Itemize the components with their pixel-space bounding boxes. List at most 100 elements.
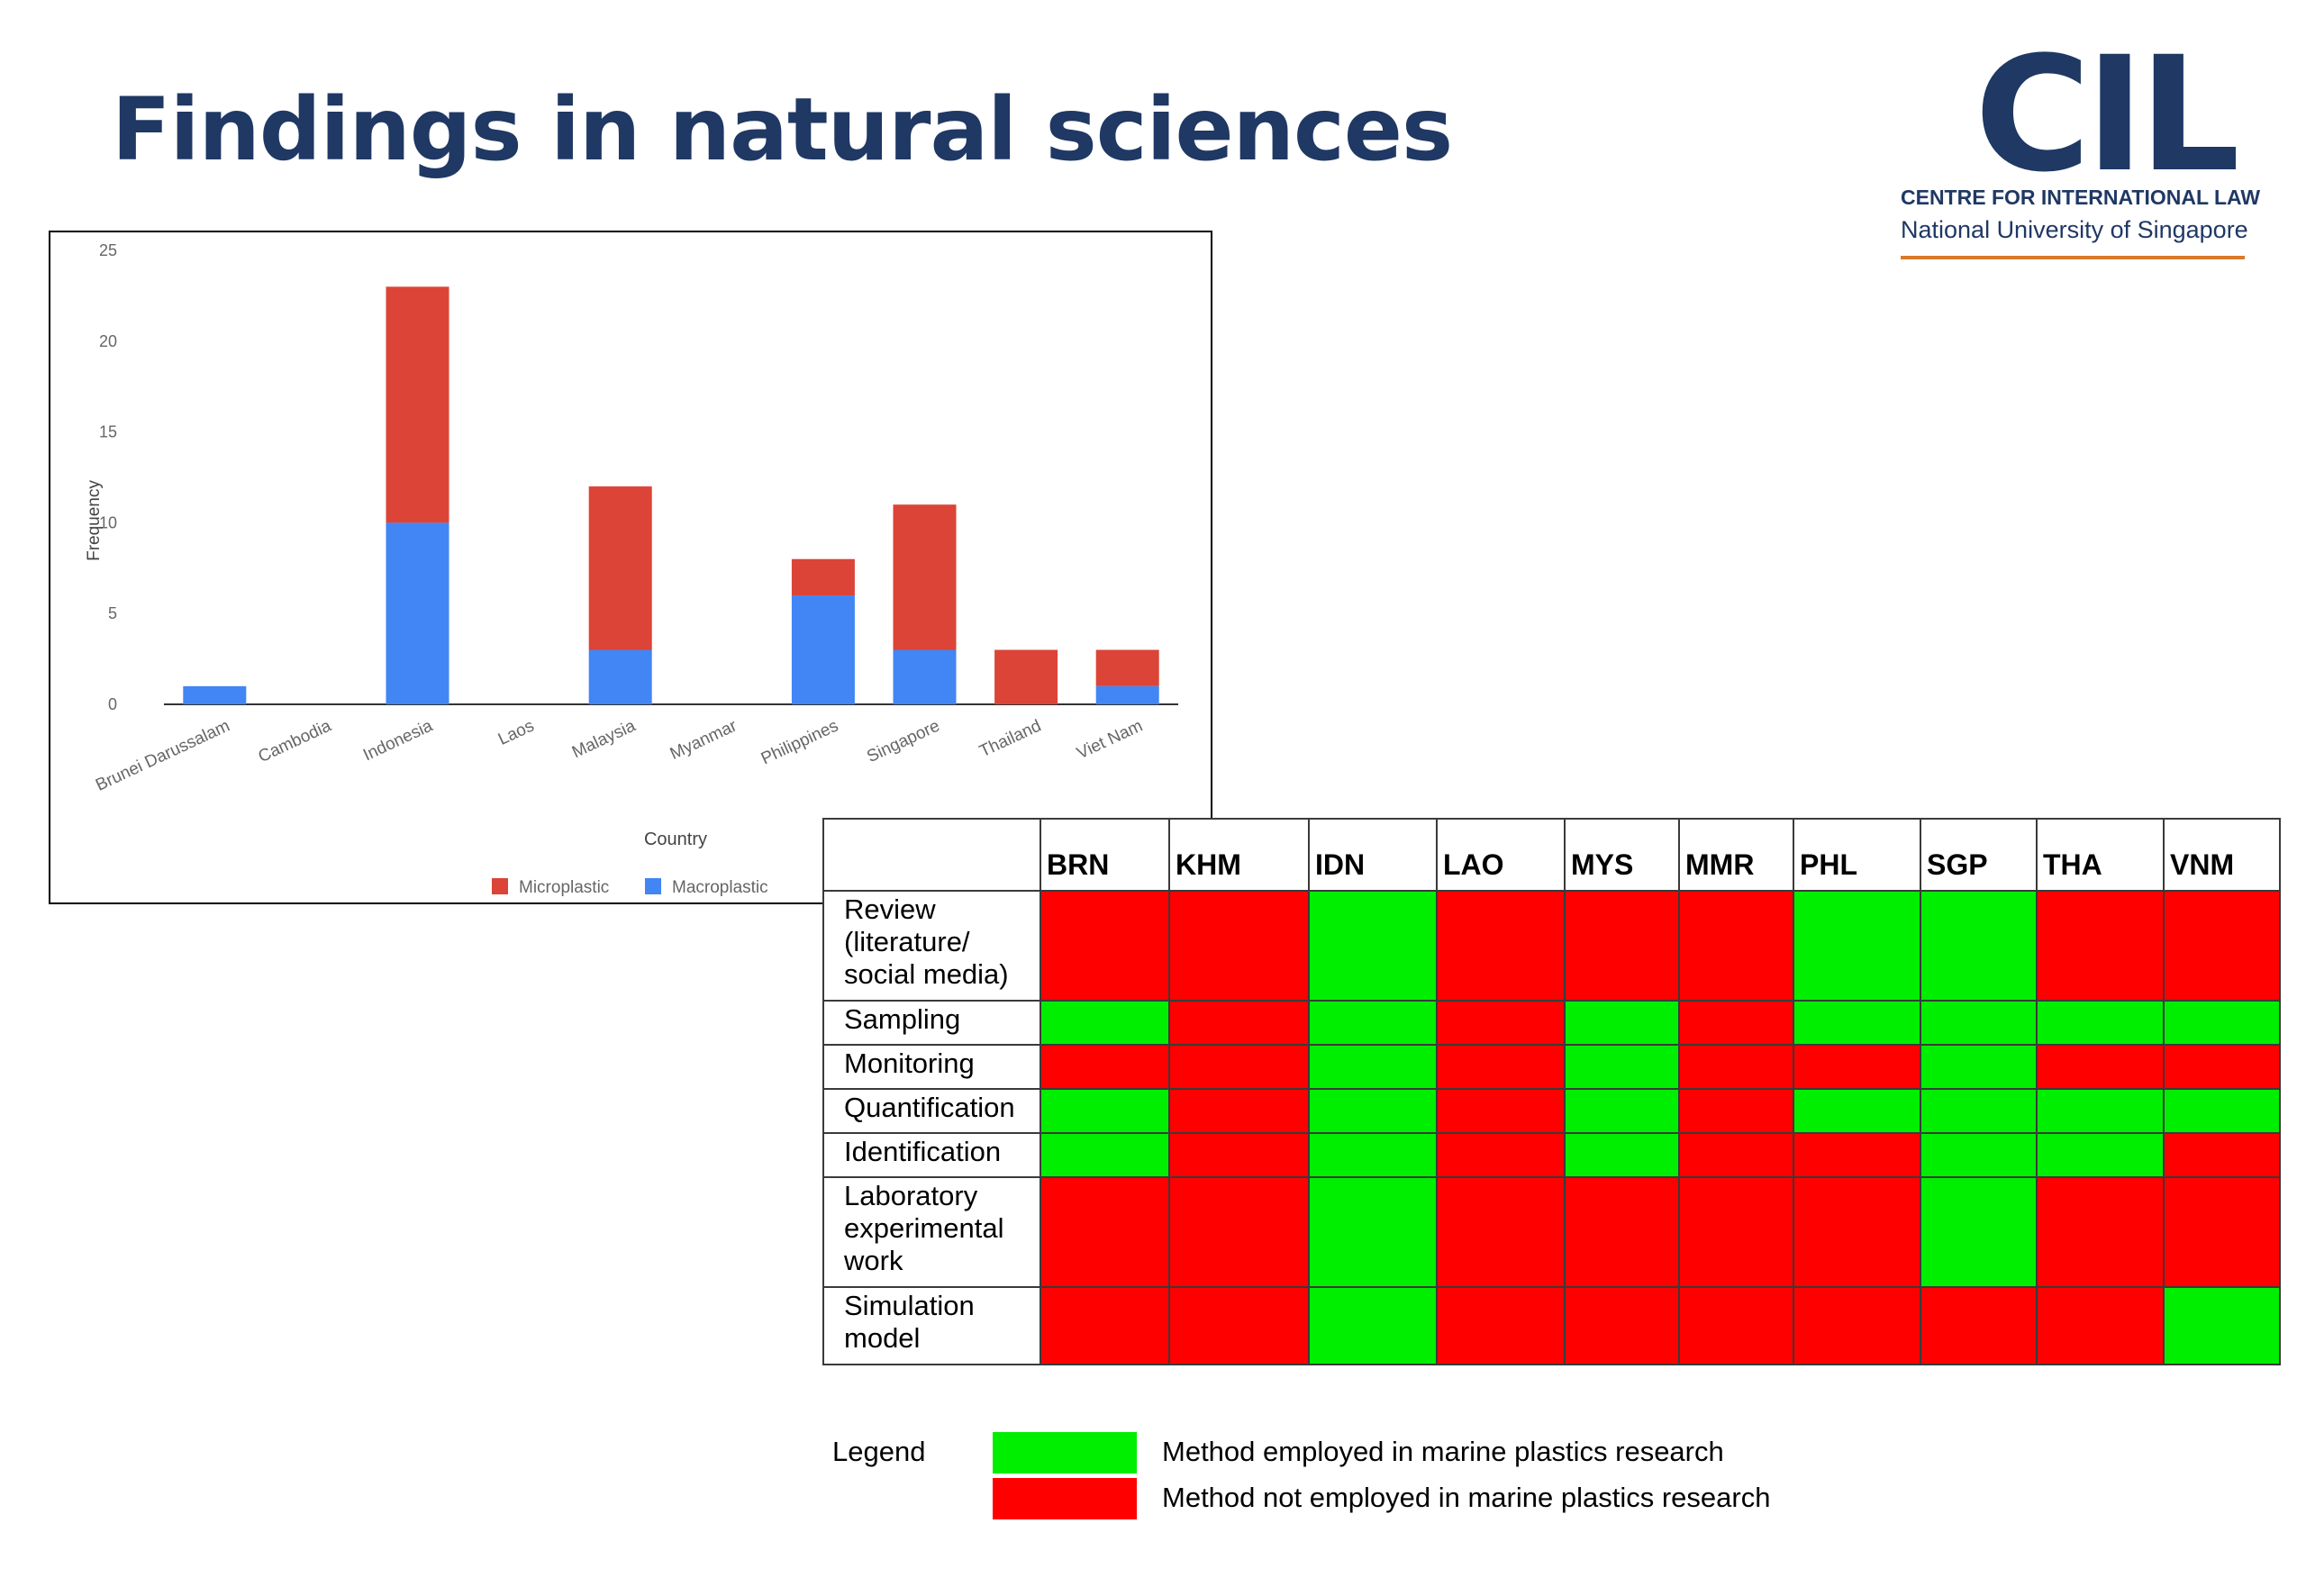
- x-tick-label: Singapore: [864, 716, 942, 766]
- legend-swatch: [993, 1432, 1137, 1474]
- x-tick-label: Cambodia: [256, 716, 335, 766]
- legend-text: Method employed in marine plastics resea…: [1162, 1436, 1724, 1467]
- matrix-cell-tha-not-employed: [2036, 890, 2165, 1002]
- matrix-cell-lao-not-employed: [1436, 1044, 1566, 1090]
- matrix-cell-brn-employed: [1040, 1000, 1170, 1046]
- matrix-cell-khm-not-employed: [1168, 1000, 1310, 1046]
- bar-macroplastic-indonesia: [386, 522, 449, 704]
- column-header-khm: KHM: [1168, 818, 1310, 892]
- matrix-cell-phl-not-employed: [1793, 1044, 1921, 1090]
- matrix-cell-mys-not-employed: [1564, 1286, 1680, 1365]
- x-tick-label: Laos: [495, 716, 537, 748]
- matrix-cell-brn-not-employed: [1040, 1286, 1170, 1365]
- legend-swatch-microplastic: [492, 878, 508, 894]
- bar-chart-frame: 0 5 10 15 20 25 Brunei Darussalam Cambodia Indon…: [49, 231, 1212, 904]
- matrix-cell-idn-employed: [1308, 1000, 1438, 1046]
- row-label: Identification: [822, 1132, 1041, 1178]
- matrix-cell-vnm-employed: [2163, 1000, 2281, 1046]
- legend-label: Legend: [832, 1436, 926, 1467]
- matrix-cell-sgp-employed: [1920, 1044, 2038, 1090]
- matrix-cell-vnm-not-employed: [2163, 1176, 2281, 1288]
- matrix-cell-idn-employed: [1308, 890, 1438, 1002]
- matrix-cell-mmr-not-employed: [1678, 890, 1794, 1002]
- matrix-cell-khm-not-employed: [1168, 1044, 1310, 1090]
- bar-microplastic-viet-nam: [1095, 649, 1159, 686]
- matrix-cell-brn-not-employed: [1040, 890, 1170, 1002]
- x-tick-label: Brunei Darussalam: [93, 716, 232, 794]
- matrix-cell-mys-employed: [1564, 1088, 1680, 1134]
- column-header-tha: THA: [2036, 818, 2165, 892]
- matrix-cell-vnm-employed: [2163, 1286, 2281, 1365]
- matrix-cell-mmr-not-employed: [1678, 1132, 1794, 1178]
- matrix-row: Laboratory experimental work: [822, 1176, 2281, 1288]
- matrix-cell-phl-employed: [1793, 1088, 1921, 1134]
- matrix-cell-mys-employed: [1564, 1044, 1680, 1090]
- legend-label-microplastic: Microplastic: [519, 878, 609, 897]
- matrix-cell-khm-not-employed: [1168, 1176, 1310, 1288]
- matrix-cell-mmr-not-employed: [1678, 1000, 1794, 1046]
- bar-macroplastic-singapore: [893, 649, 957, 704]
- matrix-cell-sgp-employed: [1920, 1088, 2038, 1134]
- matrix-cell-vnm-not-employed: [2163, 1132, 2281, 1178]
- matrix-cell-lao-not-employed: [1436, 890, 1566, 1002]
- x-tick-label: Viet Nam: [1074, 716, 1145, 763]
- matrix-row: Quantification: [822, 1088, 2281, 1134]
- matrix-cell-mmr-not-employed: [1678, 1286, 1794, 1365]
- matrix-cell-vnm-not-employed: [2163, 890, 2281, 1002]
- column-header-phl: PHL: [1793, 818, 1921, 892]
- matrix-cell-mys-employed: [1564, 1000, 1680, 1046]
- matrix-cell-sgp-employed: [1920, 890, 2038, 1002]
- matrix-cell-lao-not-employed: [1436, 1088, 1566, 1134]
- matrix-cell-lao-not-employed: [1436, 1286, 1566, 1365]
- matrix-cell-idn-employed: [1308, 1286, 1438, 1365]
- column-header-brn: BRN: [1040, 818, 1170, 892]
- matrix-cell-mys-employed: [1564, 1132, 1680, 1178]
- matrix-row: Review (literature/social media): [822, 890, 2281, 1002]
- matrix-cell-sgp-not-employed: [1920, 1286, 2038, 1365]
- bar-macroplastic-malaysia: [588, 649, 652, 704]
- matrix-cell-idn-employed: [1308, 1132, 1438, 1178]
- bar-microplastic-indonesia: [386, 286, 449, 523]
- x-tick-label: Philippines: [758, 716, 841, 768]
- bar-macroplastic-philippines: [791, 595, 855, 704]
- matrix-cell-lao-not-employed: [1436, 1176, 1566, 1288]
- matrix-row: Monitoring: [822, 1044, 2281, 1090]
- matrix-cell-khm-not-employed: [1168, 890, 1310, 1002]
- stacked-bar-chart: 0 5 10 15 20 25 Brunei Darussalam Cambodia Indon…: [85, 241, 1178, 897]
- bar-macroplastic-brunei-darussalam: [183, 685, 247, 704]
- bar-microplastic-thailand: [994, 649, 1058, 704]
- bar-macroplastic-viet-nam: [1095, 685, 1159, 704]
- matrix-cell-phl-not-employed: [1793, 1132, 1921, 1178]
- matrix-cell-mmr-not-employed: [1678, 1044, 1794, 1090]
- legend-text: Method not employed in marine plastics r…: [1162, 1482, 1771, 1513]
- column-header-mys: MYS: [1564, 818, 1680, 892]
- x-axis-title: Country: [644, 830, 707, 849]
- y-tick-label: 0: [108, 695, 117, 713]
- matrix-cell-brn-not-employed: [1040, 1044, 1170, 1090]
- x-tick-label: Indonesia: [360, 716, 436, 765]
- matrix-cell-vnm-employed: [2163, 1088, 2281, 1134]
- bar-microplastic-malaysia: [588, 486, 652, 650]
- matrix-cell-khm-not-employed: [1168, 1132, 1310, 1178]
- x-tick-label: Thailand: [976, 716, 1044, 761]
- y-tick-label: 5: [108, 604, 117, 622]
- legend-swatch: [993, 1478, 1137, 1519]
- row-label: Review (literature/social media): [822, 890, 1041, 1002]
- row-label: Monitoring: [822, 1044, 1041, 1090]
- bar-microplastic-singapore: [893, 504, 957, 650]
- legend-swatch-macroplastic: [645, 878, 661, 894]
- matrix-cell-tha-not-employed: [2036, 1286, 2165, 1365]
- matrix-cell-tha-not-employed: [2036, 1176, 2165, 1288]
- column-header-lao: LAO: [1436, 818, 1566, 892]
- matrix-cell-lao-not-employed: [1436, 1132, 1566, 1178]
- matrix-cell-brn-employed: [1040, 1132, 1170, 1178]
- matrix-cell-vnm-not-employed: [2163, 1044, 2281, 1090]
- y-axis-title: Frequency: [85, 480, 104, 561]
- x-tick-label: Myanmar: [667, 716, 740, 764]
- matrix-cell-mmr-not-employed: [1678, 1176, 1794, 1288]
- matrix-cell-mmr-not-employed: [1678, 1088, 1794, 1134]
- row-label: Laboratory experimental work: [822, 1176, 1041, 1288]
- logo-university: National University of Singapore: [1901, 216, 2248, 243]
- y-tick-label: 20: [99, 332, 117, 350]
- methods-matrix: BRN KHM IDN LAO MYS MMR PHL SGP THA VNM Review (li…: [822, 818, 2281, 1365]
